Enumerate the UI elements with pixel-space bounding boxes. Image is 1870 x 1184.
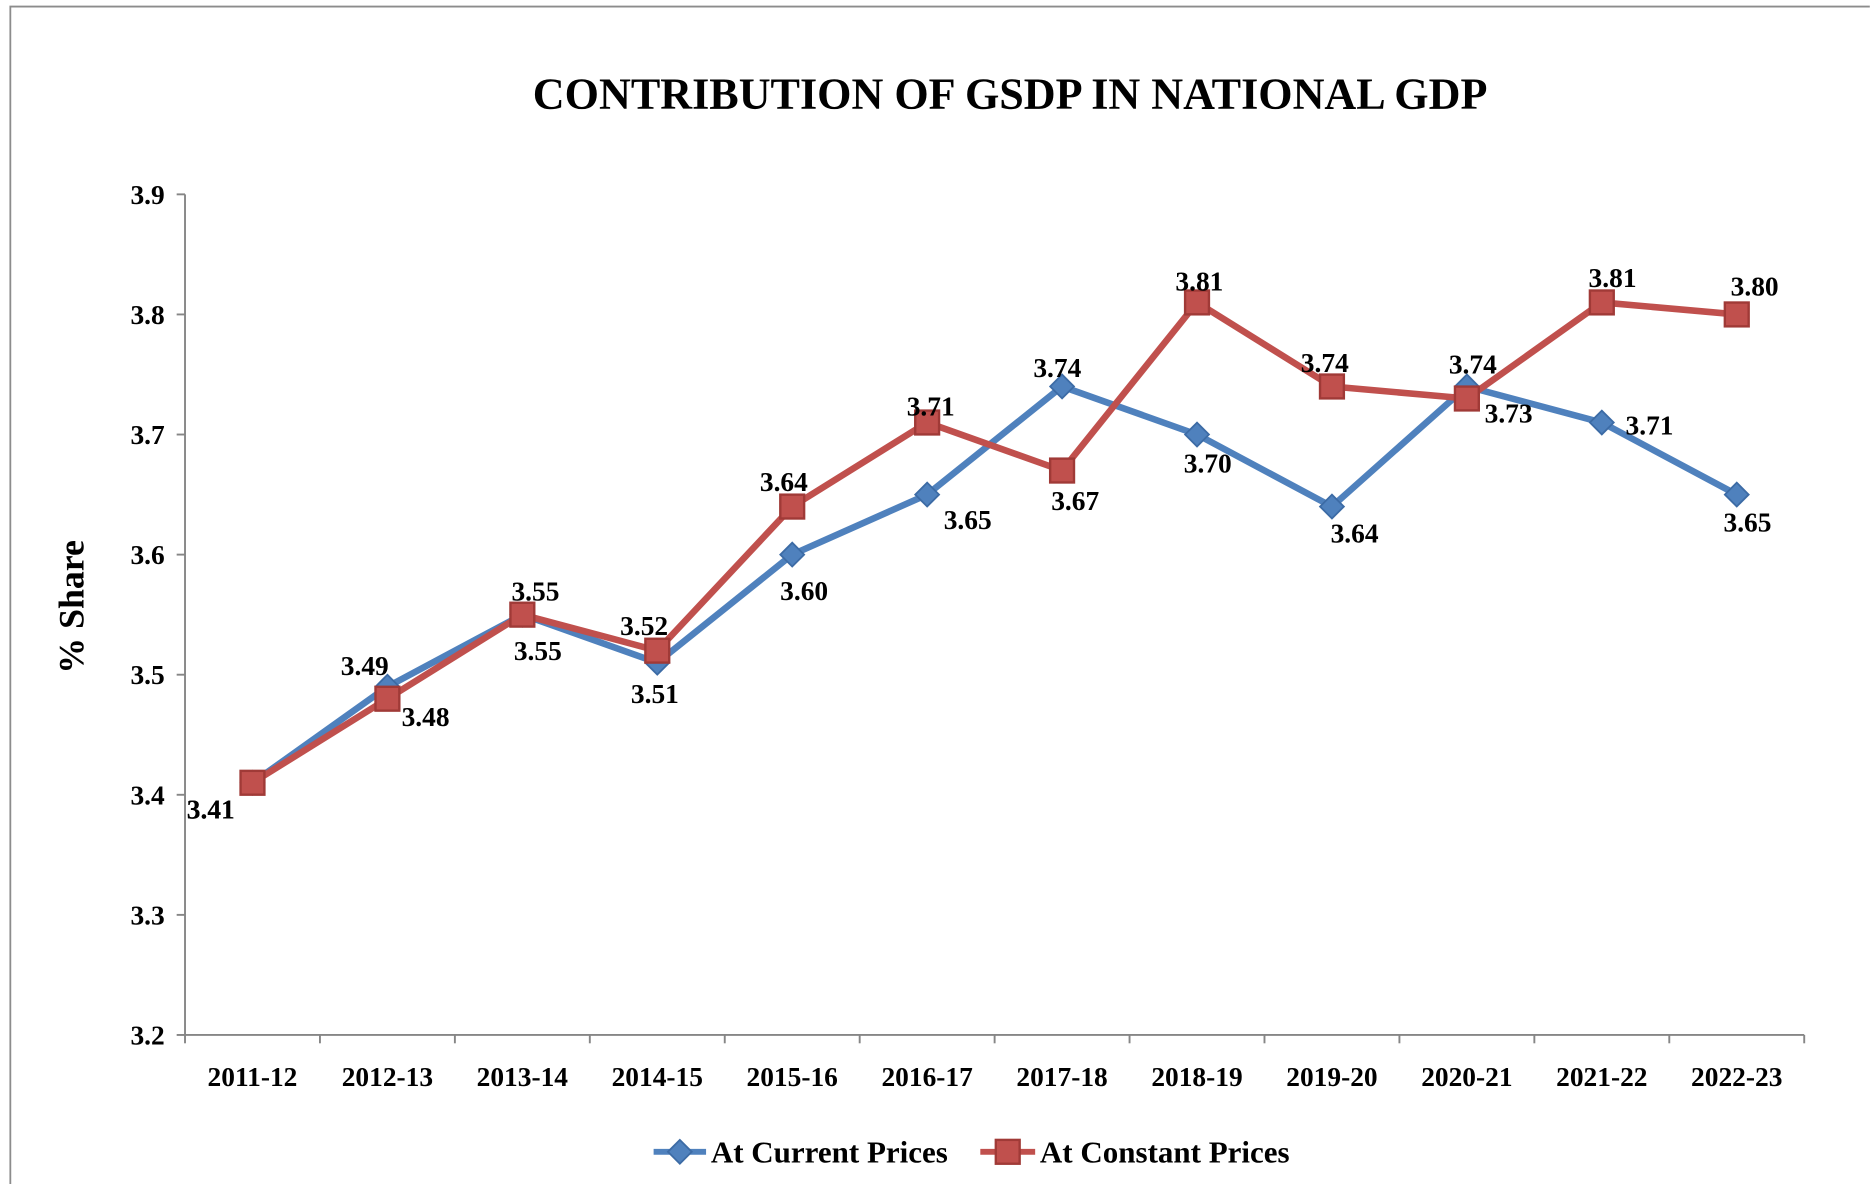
- x-tick-label: 2017-18: [1016, 1062, 1107, 1092]
- data-point-at-constant-prices[interactable]: [644, 637, 671, 664]
- legend-square-icon: [994, 1138, 1021, 1165]
- x-tick-label: 2021-22: [1556, 1062, 1647, 1092]
- data-point-at-current-prices[interactable]: [1318, 493, 1346, 520]
- data-label-at-current-prices: 3.65: [1724, 508, 1772, 538]
- legend: At Current Prices At Constant Prices: [653, 1135, 1290, 1170]
- data-label-at-current-prices: 3.64: [1331, 518, 1379, 548]
- x-tick-label: 2022-23: [1691, 1062, 1782, 1092]
- data-label-at-constant-prices: 3.41: [187, 795, 235, 825]
- data-label-at-current-prices: 3.49: [341, 651, 389, 681]
- data-point-at-current-prices[interactable]: [1183, 421, 1211, 448]
- data-label-at-constant-prices: 3.64: [760, 467, 808, 497]
- data-label-at-constant-prices: 3.80: [1731, 271, 1779, 301]
- data-label-at-current-prices: 3.60: [780, 576, 828, 606]
- legend-diamond-icon: [666, 1138, 694, 1165]
- chart-title: CONTRIBUTION OF GSDP IN NATIONAL GDP: [533, 70, 1488, 119]
- legend-item-constant-prices[interactable]: At Constant Prices: [980, 1135, 1290, 1170]
- x-tick-label: 2018-19: [1151, 1062, 1242, 1092]
- data-label-at-constant-prices: 3.48: [402, 702, 450, 732]
- y-tick-label: 3.7: [130, 420, 165, 450]
- data-point-at-constant-prices[interactable]: [1183, 289, 1211, 316]
- y-tick-label: 3.2: [130, 1020, 164, 1050]
- data-label-at-constant-prices: 3.52: [620, 611, 668, 641]
- data-label-at-current-prices: 3.74: [1033, 353, 1081, 383]
- legend-item-current-prices[interactable]: At Current Prices: [653, 1135, 948, 1170]
- data-label-at-constant-prices: 3.71: [907, 391, 955, 421]
- data-label-at-constant-prices: 3.74: [1301, 348, 1349, 378]
- series-line-at-constant-prices: [249, 299, 1741, 787]
- data-point-at-constant-prices[interactable]: [914, 409, 941, 436]
- data-labels: 3.41 3.49 3.55 3.51 3.60 3.65 3.74 3.70 3.64 3.74…: [187, 263, 1779, 825]
- legend-label-constant-prices: At Constant Prices: [1040, 1135, 1290, 1170]
- y-tick-label: 3.6: [130, 540, 164, 570]
- data-label-at-constant-prices: 3.81: [1175, 267, 1223, 297]
- y-tick-label: 3.9: [130, 180, 164, 210]
- data-label-at-constant-prices: 3.81: [1589, 263, 1637, 293]
- y-tick-label: 3.4: [130, 780, 165, 810]
- y-axis-label: % Share: [52, 540, 92, 673]
- data-label-at-constant-prices: 3.55: [514, 636, 562, 666]
- data-point-at-constant-prices[interactable]: [1453, 385, 1481, 412]
- data-label-at-current-prices: 3.41: [187, 795, 235, 825]
- data-point-at-constant-prices[interactable]: [374, 685, 401, 712]
- data-label-at-current-prices: 3.55: [511, 576, 559, 606]
- x-tick-label: 2020-21: [1421, 1062, 1512, 1092]
- x-tick-label: 2019-20: [1286, 1062, 1377, 1092]
- data-point-at-constant-prices[interactable]: [509, 601, 536, 628]
- y-tick-label: 3.8: [130, 300, 164, 330]
- data-label-at-constant-prices: 3.67: [1051, 486, 1099, 516]
- x-tick-label: 2014-15: [612, 1062, 703, 1092]
- data-point-at-current-prices[interactable]: [779, 541, 806, 568]
- data-point-at-constant-prices[interactable]: [1048, 457, 1076, 484]
- data-label-at-current-prices: 3.70: [1184, 449, 1232, 479]
- plot-area: [239, 289, 1750, 796]
- legend-label-current-prices: At Current Prices: [711, 1135, 948, 1170]
- data-point-at-current-prices[interactable]: [1048, 373, 1076, 400]
- x-tick-label: 2011-12: [208, 1062, 298, 1092]
- y-axis: 3.2 3.3 3.4 3.5 3.6 3.7 3.8 3.9: [130, 180, 186, 1050]
- x-tick-label: 2013-14: [477, 1062, 569, 1092]
- data-point-at-constant-prices[interactable]: [779, 493, 806, 520]
- data-label-at-current-prices: 3.74: [1449, 349, 1497, 379]
- chart-border: [9, 5, 1870, 1184]
- x-tick-label: 2012-13: [342, 1062, 433, 1092]
- data-point-at-constant-prices[interactable]: [1318, 373, 1346, 400]
- data-point-at-current-prices[interactable]: [1723, 481, 1750, 508]
- y-tick-label: 3.3: [130, 900, 164, 930]
- data-label-at-current-prices: 3.71: [1626, 410, 1674, 440]
- x-tick-label: 2016-17: [881, 1062, 973, 1092]
- y-tick-label: 3.5: [130, 660, 164, 690]
- data-point-at-constant-prices[interactable]: [1723, 301, 1750, 328]
- data-point-at-current-prices[interactable]: [1588, 409, 1616, 436]
- data-label-at-current-prices: 3.51: [631, 679, 679, 709]
- data-label-at-constant-prices: 3.73: [1485, 398, 1533, 428]
- data-label-at-current-prices: 3.65: [944, 505, 992, 535]
- x-axis: 2011-12 2012-13 2013-14 2014-15 2015-16 2016-…: [184, 1034, 1806, 1092]
- x-tick-label: 2015-16: [747, 1062, 838, 1092]
- data-point-at-constant-prices[interactable]: [1588, 289, 1615, 316]
- data-point-at-constant-prices[interactable]: [239, 769, 266, 796]
- data-point-at-current-prices[interactable]: [913, 481, 941, 508]
